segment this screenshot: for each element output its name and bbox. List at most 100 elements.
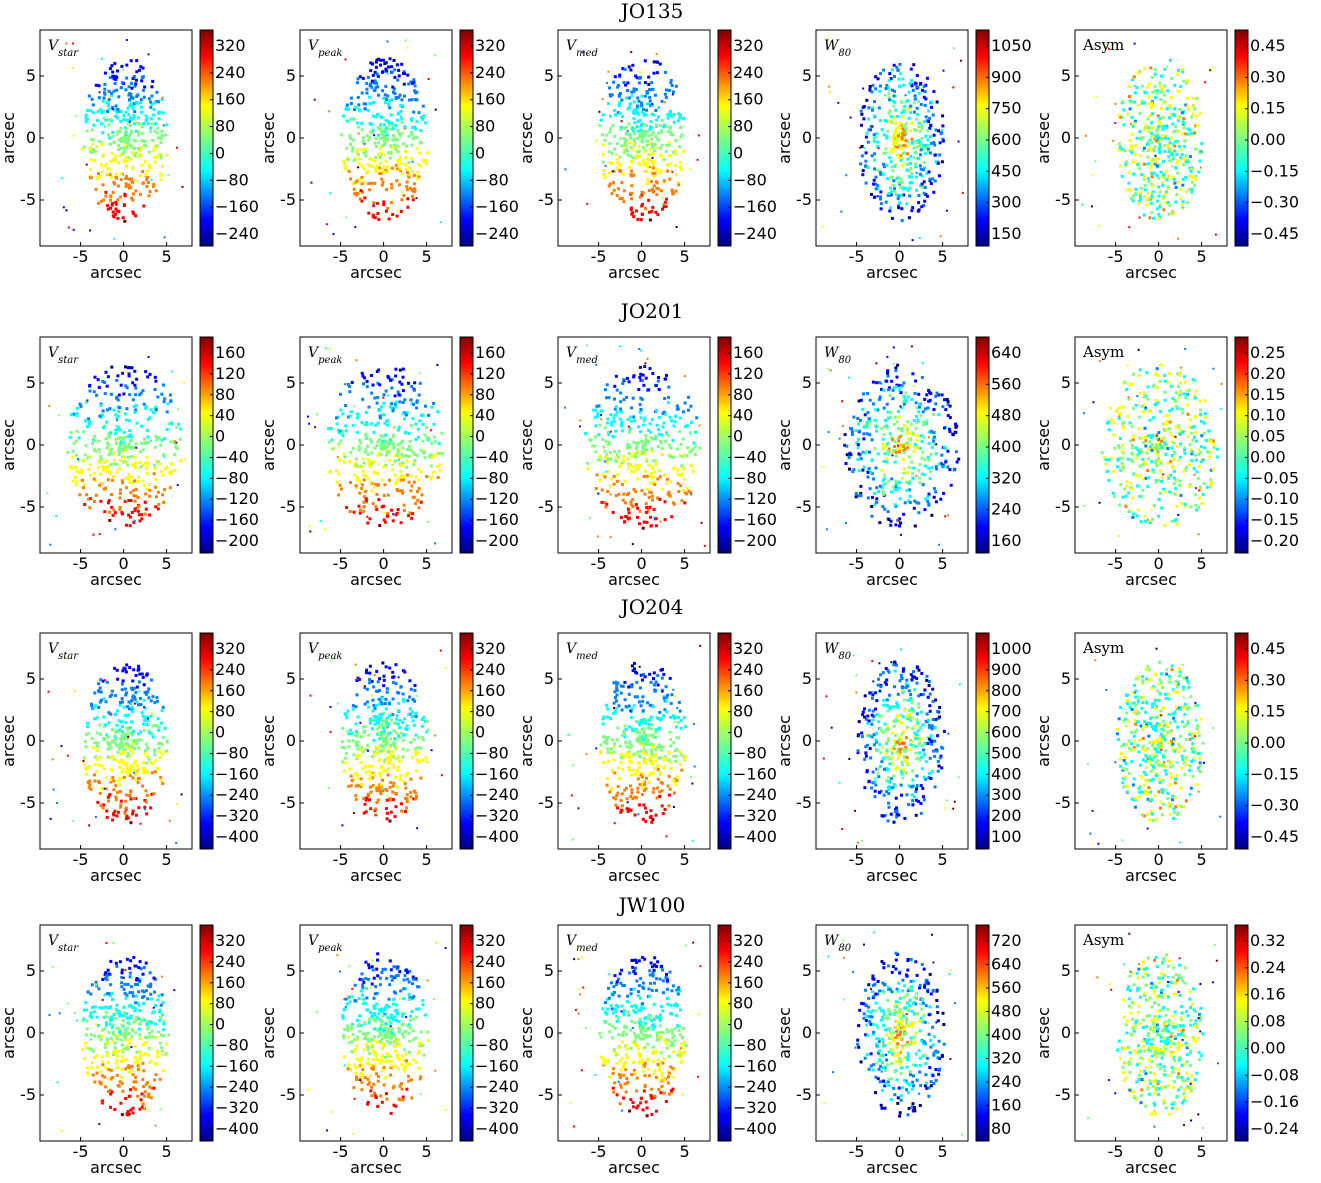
stray-pixel	[1172, 210, 1174, 212]
pixel	[874, 176, 877, 179]
pixel	[352, 447, 355, 450]
pixel	[948, 468, 951, 471]
pixel	[654, 109, 657, 112]
pixel	[372, 101, 375, 104]
pixel	[645, 511, 648, 514]
stray-pixel	[619, 345, 621, 347]
pixel	[99, 455, 102, 458]
pixel	[618, 74, 621, 77]
pixel	[924, 407, 927, 410]
pixel	[635, 464, 638, 467]
x-tick-label: 5	[680, 247, 690, 266]
pixel	[630, 170, 633, 173]
pixel	[149, 190, 152, 193]
pixel	[415, 406, 418, 409]
pixel	[925, 422, 928, 425]
pixel	[397, 145, 400, 148]
pixel	[635, 445, 638, 448]
pixel	[1195, 97, 1198, 100]
pixel	[645, 440, 648, 443]
colorbar-tick-label: 40	[215, 406, 235, 425]
pixel	[908, 91, 911, 94]
stray-pixel	[579, 420, 581, 422]
stray-pixel	[586, 345, 588, 347]
pixel	[411, 417, 414, 420]
pixel	[1190, 132, 1193, 135]
pixel	[657, 376, 660, 379]
pixel	[638, 522, 641, 525]
pixel	[1128, 85, 1131, 88]
pixel	[1187, 108, 1190, 111]
pixel	[848, 468, 851, 471]
pixel	[924, 498, 927, 501]
pixel	[911, 138, 914, 141]
pixel	[130, 96, 133, 99]
pixel	[639, 403, 642, 406]
stray-pixel	[919, 237, 921, 239]
stray-pixel	[1198, 490, 1200, 492]
pixel	[370, 123, 373, 126]
pixel	[1142, 410, 1145, 413]
pixel	[134, 387, 137, 390]
stray-pixel	[656, 147, 658, 149]
pixel	[1171, 454, 1174, 457]
pixel	[421, 118, 424, 121]
pixel	[94, 450, 97, 453]
pixel	[128, 481, 131, 484]
stray-pixel	[947, 514, 949, 516]
pixel	[928, 442, 931, 445]
stray-pixel	[1156, 435, 1158, 437]
pixel	[627, 508, 630, 511]
pixel	[384, 101, 387, 104]
pixel	[1172, 397, 1175, 400]
pixel	[909, 182, 912, 185]
pixel	[915, 427, 918, 430]
pixel	[348, 170, 351, 173]
pixel	[890, 491, 893, 494]
pixel	[615, 405, 618, 408]
pixel	[401, 474, 404, 477]
pixel	[424, 405, 427, 408]
pixel	[914, 443, 917, 446]
pixel	[400, 383, 403, 386]
pixel	[388, 459, 391, 462]
pixel	[888, 72, 891, 75]
pixel	[674, 420, 677, 423]
pixel	[368, 96, 371, 99]
pixel	[93, 159, 96, 162]
pixel	[162, 111, 165, 114]
pixel	[383, 153, 386, 156]
pixel	[1134, 91, 1137, 94]
stray-pixel	[1215, 234, 1217, 236]
pixel	[1181, 153, 1184, 156]
pixel	[1124, 381, 1127, 384]
colorbar-tick-label: −80	[215, 170, 249, 189]
pixel	[1164, 490, 1167, 493]
pixel	[119, 467, 122, 470]
pixel	[941, 465, 944, 468]
pixel	[652, 459, 655, 462]
pixel	[914, 162, 917, 165]
stray-pixel	[878, 147, 880, 149]
pixel	[1132, 407, 1135, 410]
pixel	[1151, 192, 1154, 195]
pixel	[369, 517, 372, 520]
pixel	[867, 166, 870, 169]
pixel	[358, 445, 361, 448]
pixel	[1147, 130, 1150, 133]
pixel	[1143, 176, 1146, 179]
colorbar-tick-label: 0.25	[1250, 343, 1286, 362]
pixel	[76, 430, 79, 433]
pixel	[144, 462, 147, 465]
pixel	[105, 700, 108, 703]
pixel	[159, 178, 162, 181]
pixel	[390, 152, 393, 155]
colorbar-tick-label: −40	[475, 447, 509, 466]
pixel	[391, 122, 394, 125]
pixel	[408, 432, 411, 435]
pixel	[1132, 513, 1135, 516]
pixel	[137, 476, 140, 479]
pixel	[604, 476, 607, 479]
pixel	[885, 482, 888, 485]
pixel	[132, 810, 135, 813]
